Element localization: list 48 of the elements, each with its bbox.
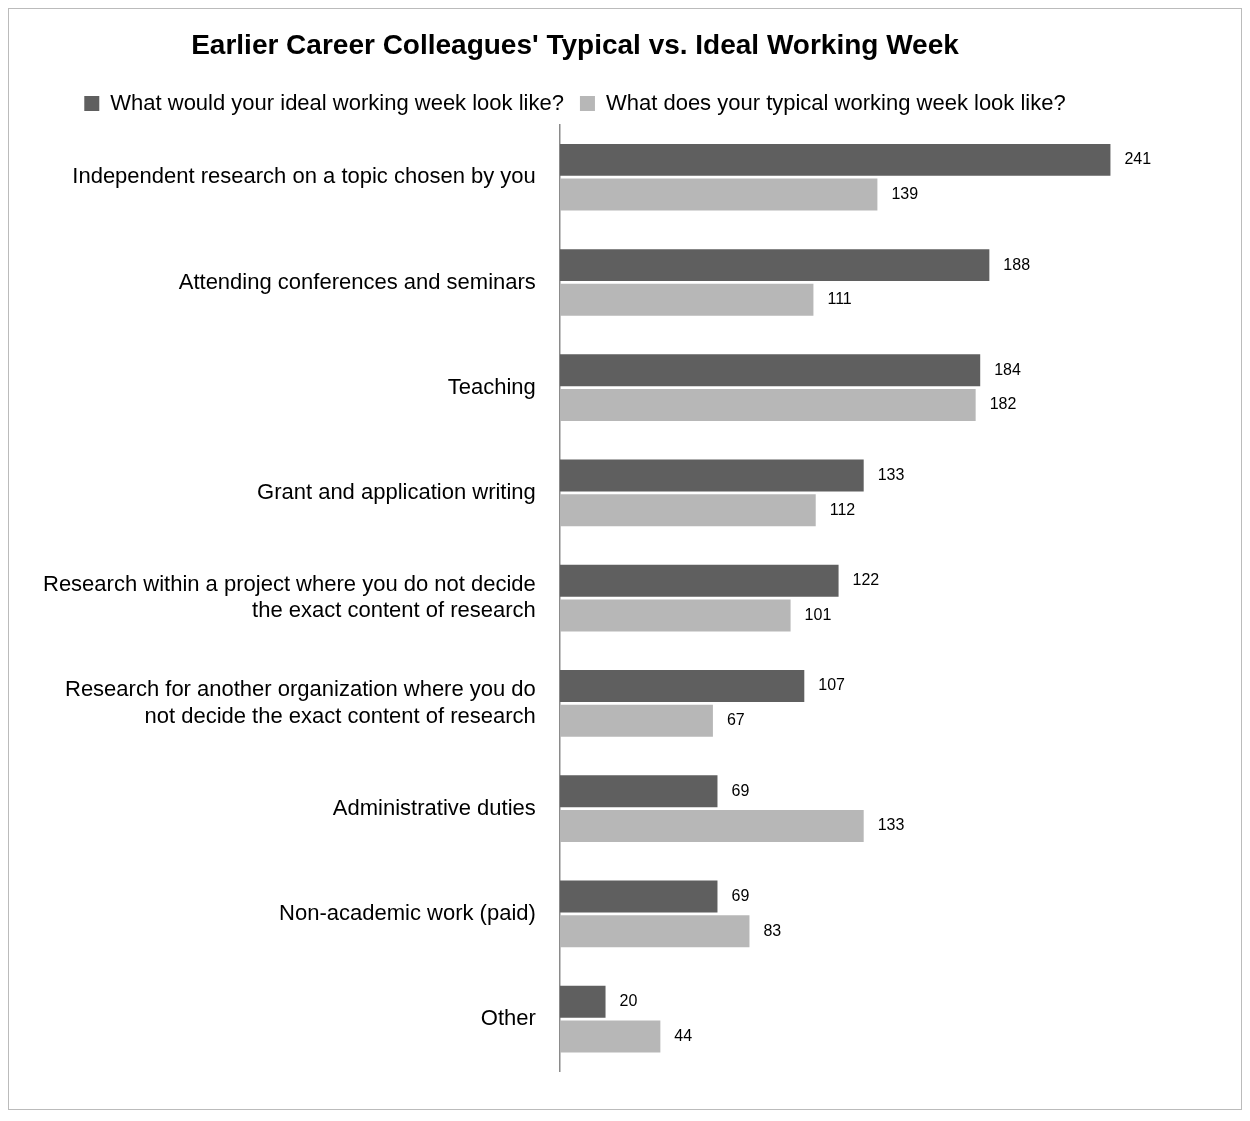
bar [559, 985, 606, 1018]
data-label: 112 [829, 500, 856, 518]
legend-label: What would your ideal working week look like? [110, 89, 564, 115]
bar [559, 810, 864, 843]
bar [559, 670, 805, 703]
y-tick-label: Other [480, 1005, 536, 1031]
bar [559, 915, 750, 948]
y-tick-label: Non-academic work (paid) [279, 900, 536, 925]
data-label: 133 [877, 466, 905, 483]
bar [559, 1020, 661, 1053]
data-label: 44 [674, 1026, 693, 1044]
bar [559, 564, 839, 597]
data-label: 20 [619, 992, 638, 1010]
data-label: 139 [891, 184, 919, 202]
bar [559, 704, 713, 737]
legend-label: What does your typical working week look like? [605, 89, 1066, 115]
data-label: 67 [726, 711, 745, 729]
bar [559, 354, 981, 387]
y-tick-label: Attending conferences and seminars [178, 268, 536, 294]
y-tick-label: Teaching [447, 373, 536, 399]
y-tick-label: Administrative duties [332, 794, 536, 820]
data-label: 83 [763, 921, 782, 939]
bar [559, 249, 990, 282]
y-tick-label: Research within a project where you do not decide the exact content of research [43, 571, 536, 623]
bar [559, 459, 864, 492]
bar [559, 178, 878, 211]
bar [559, 389, 976, 422]
bar [559, 494, 816, 527]
data-label: 133 [877, 816, 905, 834]
data-label: 69 [731, 781, 750, 799]
data-label: 107 [818, 676, 846, 694]
bar [559, 143, 1111, 176]
data-label: 241 [1124, 150, 1152, 168]
bar [559, 599, 791, 632]
bar [559, 880, 718, 913]
data-label: 69 [731, 886, 750, 904]
bar [559, 283, 814, 316]
data-label: 188 [1003, 255, 1031, 273]
y-tick-label: Grant and application writing [257, 479, 536, 505]
data-label: 182 [989, 395, 1017, 413]
y-tick-label: Research for another organization where you do not decide the exact content of research [65, 676, 536, 728]
data-label: 184 [994, 360, 1022, 378]
data-label: 122 [852, 571, 880, 589]
data-label: 101 [804, 605, 832, 623]
data-label: 111 [827, 290, 852, 308]
chart-title: Earlier Career Colleagues' Typical vs. Ideal Working Week [191, 28, 960, 60]
y-tick-label: Independent research on a topic chosen by you [72, 163, 536, 189]
bar [559, 775, 718, 808]
